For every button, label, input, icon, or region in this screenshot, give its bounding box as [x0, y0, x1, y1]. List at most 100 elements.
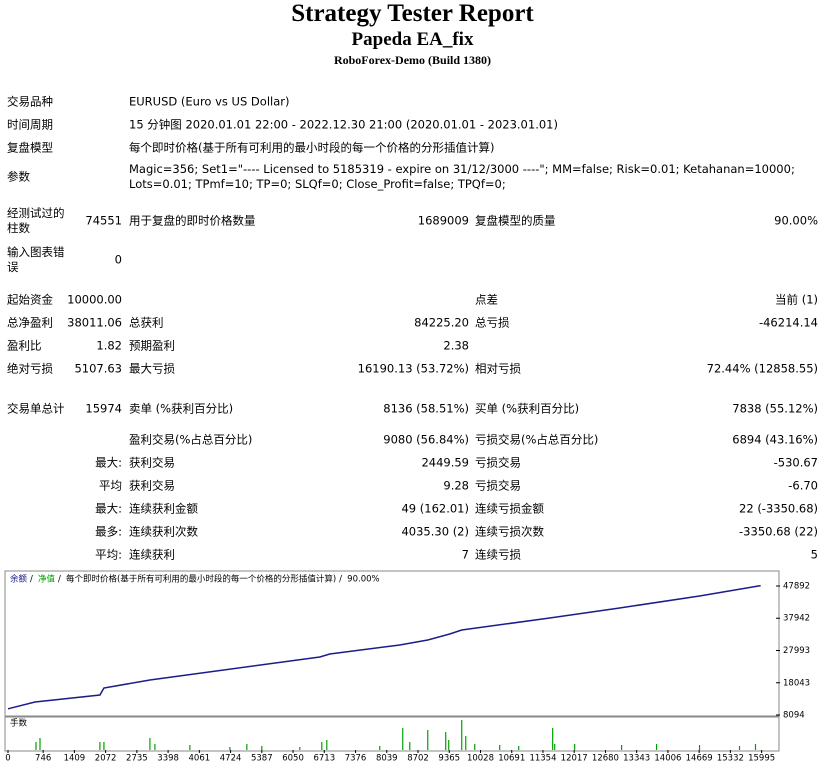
stat-value: 49 (162.01) — [401, 501, 469, 516]
stat-label: 起始资金 — [7, 292, 53, 307]
x-tick-label: 3398 — [157, 754, 179, 764]
stat-label: 点差 — [475, 292, 498, 307]
stat-label: 亏损交易(%占总百分比) — [475, 432, 599, 447]
stat-label: 获利交易 — [129, 478, 175, 493]
stat-label: 交易单总计 — [7, 401, 65, 416]
stat-value: 平均: — [95, 547, 122, 562]
stat-value: 0 — [114, 252, 122, 267]
stat-label: 预期盈利 — [129, 338, 175, 353]
stat-label: 亏损交易 — [475, 478, 521, 493]
stat-label: 用于复盘的即时价格数量 — [129, 213, 256, 228]
x-tick-label: 12680 — [592, 754, 619, 764]
stat-value: 74551 — [85, 213, 122, 228]
info-label: 参数 — [7, 169, 30, 184]
stat-value: 5107.63 — [74, 361, 122, 376]
x-tick-label: 12017 — [561, 754, 588, 764]
stat-value: 4035.30 (2) — [401, 524, 469, 539]
balance-line — [7, 584, 761, 710]
x-tick-label: 6050 — [282, 754, 304, 764]
volume-label: 手数 — [10, 718, 28, 729]
x-tick-label: 11354 — [529, 754, 556, 764]
stat-value: -530.67 — [773, 455, 818, 470]
stat-value: 最大: — [95, 455, 122, 470]
x-tick-label: 4724 — [220, 754, 242, 764]
stat-label: 连续获利次数 — [129, 524, 198, 539]
legend-separator: / — [30, 575, 33, 585]
y-tick-label: 47892 — [783, 581, 810, 591]
report-title: Strategy Tester Report — [291, 0, 534, 27]
ea-name: Papeda EA_fix — [351, 29, 474, 50]
x-tick-label: 14006 — [654, 754, 681, 764]
stat-value: 6894 (43.16%) — [732, 432, 818, 447]
stat-value: 1689009 — [417, 213, 469, 228]
legend-entry: 净值 — [38, 574, 56, 585]
info-value: Magic=356; Set1="---- Licensed to 518531… — [129, 162, 795, 191]
stat-value: 2.38 — [443, 338, 469, 353]
stat-label: 盈利比 — [7, 338, 42, 353]
x-tick-label: 4061 — [189, 754, 211, 764]
stat-value: 7838 (55.12%) — [732, 401, 818, 416]
stat-value: 9080 (56.84%) — [383, 432, 469, 447]
stat-value: -6.70 — [788, 478, 818, 493]
stat-value: 84225.20 — [414, 315, 469, 330]
volume-frame — [4, 716, 780, 752]
stat-label: 总获利 — [129, 315, 164, 330]
legend-quality: 90.00% — [347, 575, 379, 585]
stat-value: 最多: — [95, 524, 122, 539]
plot-frame — [4, 570, 780, 717]
stat-value: 38011.06 — [67, 315, 122, 330]
legend-note: 每个即时价格(基于所有可利用的最小时段的每一个价格的分形插值计算) — [66, 574, 336, 585]
stat-label: 连续亏损次数 — [475, 524, 544, 539]
info-label: 交易品种 — [7, 94, 53, 109]
x-tick-label: 10028 — [467, 754, 494, 764]
x-tick-label: 2735 — [126, 754, 148, 764]
y-tick-label: 37942 — [783, 614, 810, 624]
stat-value: 9.28 — [443, 478, 469, 493]
stat-value: 8136 (58.51%) — [383, 401, 469, 416]
stat-value: 90.00% — [774, 213, 818, 228]
x-tick-label: 1409 — [64, 754, 86, 764]
legend-entry: 余额 — [10, 574, 28, 585]
stat-value: 72.44% (12858.55) — [706, 361, 818, 376]
info-label: 复盘模型 — [7, 140, 53, 155]
stat-label: 卖单 (%获利百分比) — [129, 401, 234, 416]
x-tick-label: 9365 — [438, 754, 460, 764]
stat-label: 亏损交易 — [475, 455, 521, 470]
stat-label: 总净盈利 — [7, 315, 53, 330]
stat-value: 5 — [810, 547, 818, 562]
stat-label: 最大亏损 — [129, 361, 175, 376]
x-tick-label: 13343 — [623, 754, 650, 764]
legend-separator: / — [339, 575, 342, 585]
stat-label: 总亏损 — [475, 315, 510, 330]
y-tick-label: 27993 — [783, 646, 810, 656]
x-tick-label: 0 — [5, 754, 10, 764]
info-label: 时间周期 — [7, 117, 53, 132]
y-tick-label: 8094 — [783, 711, 805, 721]
server-build: RoboForex-Demo (Build 1380) — [333, 53, 492, 67]
stat-value: 7 — [461, 547, 469, 562]
stat-value: 平均 — [99, 478, 122, 493]
stat-value: 22 (-3350.68) — [739, 501, 818, 516]
stat-label: 输入图表错误 — [7, 245, 65, 274]
x-tick-label: 2072 — [95, 754, 117, 764]
stat-value: 当前 (1) — [775, 292, 818, 307]
stat-label: 连续获利金额 — [129, 501, 198, 516]
stat-label: 买单 (%获利百分比) — [475, 401, 580, 416]
stat-label: 连续亏损金额 — [475, 501, 544, 516]
x-tick-label: 746 — [35, 754, 51, 764]
stat-label: 经测试过的柱数 — [7, 206, 65, 235]
x-tick-label: 15995 — [748, 754, 775, 764]
x-tick-label: 15332 — [717, 754, 744, 764]
info-value: EURUSD (Euro vs US Dollar) — [129, 94, 290, 109]
stat-label: 连续亏损 — [475, 547, 521, 562]
x-tick-label: 8039 — [376, 754, 398, 764]
stat-label: 复盘模型的质量 — [475, 213, 556, 228]
stat-label: 获利交易 — [129, 455, 175, 470]
stat-value: -3350.68 (22) — [739, 524, 818, 539]
stat-value: 最大: — [95, 501, 122, 516]
stat-label: 连续获利 — [129, 547, 175, 562]
stat-label: 绝对亏损 — [7, 361, 53, 376]
x-tick-label: 10691 — [498, 754, 525, 764]
